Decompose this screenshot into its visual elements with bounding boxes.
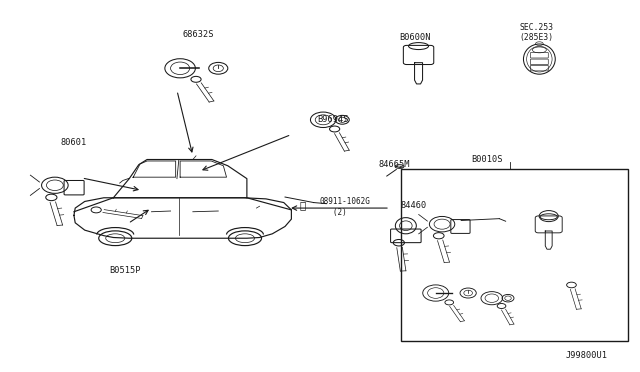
Text: 84460: 84460 [401,201,427,210]
Text: J99800U1: J99800U1 [566,352,608,360]
Text: 08911-1062G
   (2): 08911-1062G (2) [319,197,370,217]
Text: B0515P: B0515P [109,266,141,275]
Text: SEC.253: SEC.253 [519,23,553,32]
Text: 80601: 80601 [61,138,87,147]
Text: B0010S: B0010S [471,155,502,164]
Text: 68632S: 68632S [182,30,214,39]
Text: B0600N: B0600N [399,32,431,42]
Text: B9694S: B9694S [317,115,348,124]
Text: (285E3): (285E3) [519,32,553,42]
Bar [401,169,628,341]
Text: Ⓑ: Ⓑ [300,200,306,210]
Text: 84665M: 84665M [379,160,410,169]
